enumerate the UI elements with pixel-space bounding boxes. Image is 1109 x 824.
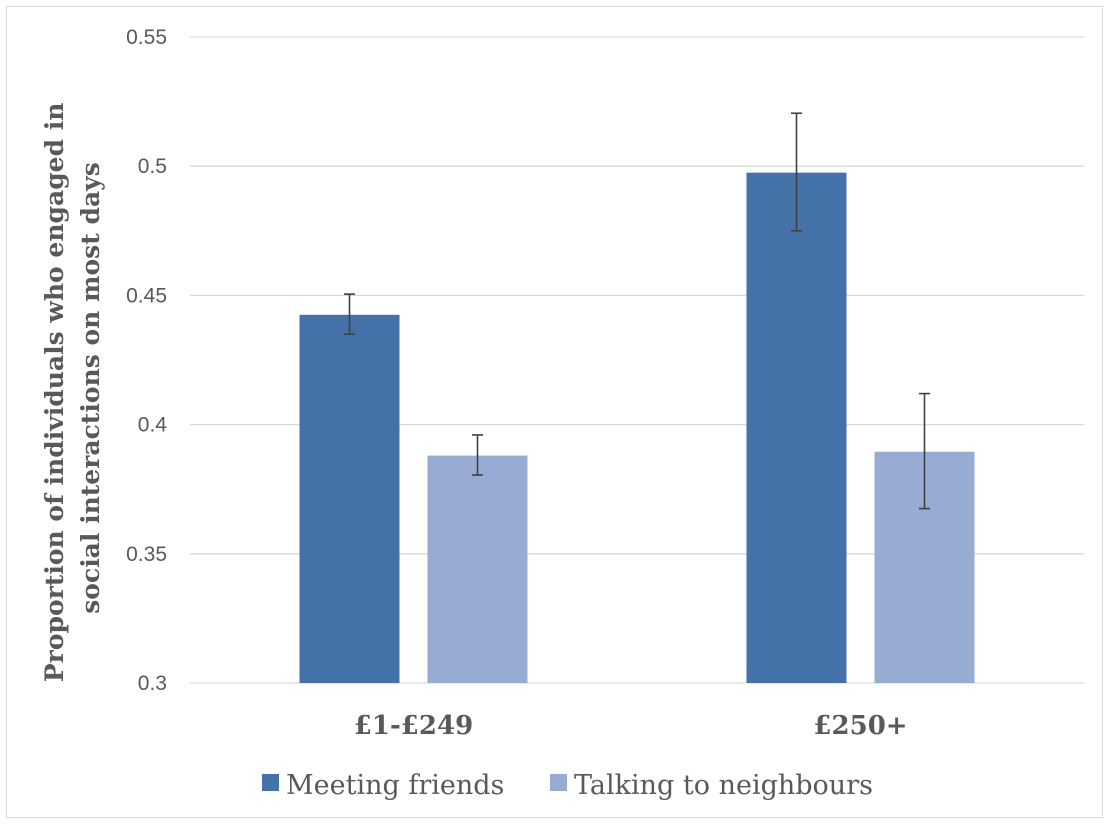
bar-talking-to-neighbours xyxy=(427,455,528,683)
category-label: £250+ xyxy=(813,711,907,741)
legend-label-meeting-friends: Meeting friends xyxy=(286,770,504,801)
y-tick-label: 0.35 xyxy=(126,543,167,566)
legend-swatch-talking-to-neighbours xyxy=(550,774,567,791)
error-bar-meeting-friends xyxy=(791,112,802,232)
bars xyxy=(299,172,975,683)
y-axis-label-line-1: Proportion of individuals who engaged in xyxy=(40,103,69,683)
category-label: £1-£249 xyxy=(354,711,473,741)
y-axis-label-line-2: social interactions on most days xyxy=(76,162,105,614)
category-labels: £1-£249 £250+ xyxy=(354,711,908,741)
y-tick-labels: 0.3 0.35 0.4 0.45 0.5 0.55 xyxy=(126,26,167,695)
error-bars xyxy=(344,112,930,510)
error-bar-talking-to-neighbours xyxy=(472,434,483,476)
bar-meeting-friends xyxy=(746,172,847,683)
y-tick-label: 0.5 xyxy=(138,155,167,178)
y-tick-label: 0.55 xyxy=(126,26,167,49)
y-axis-label: Proportion of individuals who engaged in… xyxy=(40,94,105,682)
error-bar-talking-to-neighbours xyxy=(919,392,930,510)
error-bar-meeting-friends xyxy=(344,293,355,335)
legend: Meeting friends Talking to neighbours xyxy=(262,770,873,801)
legend-label-talking-to-neighbours: Talking to neighbours xyxy=(574,770,873,801)
bar-meeting-friends xyxy=(299,314,400,683)
legend-swatch-meeting-friends xyxy=(262,774,279,791)
y-tick-label: 0.4 xyxy=(138,414,168,437)
y-tick-label: 0.45 xyxy=(126,284,167,307)
y-tick-label: 0.3 xyxy=(138,672,167,695)
